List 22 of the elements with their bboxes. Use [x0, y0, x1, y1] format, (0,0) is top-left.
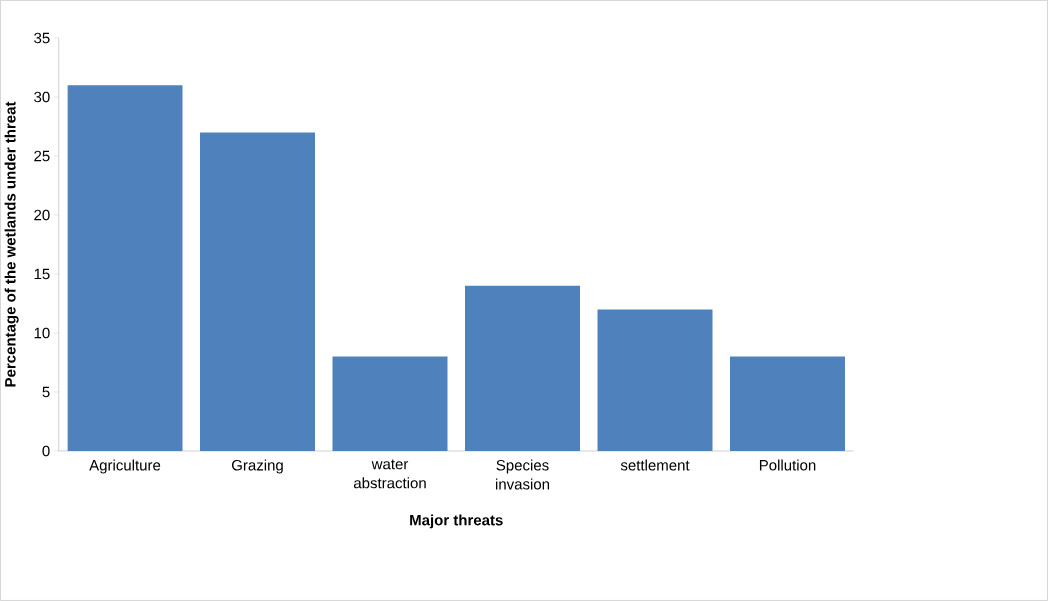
y-tick-label: 5 — [42, 386, 50, 398]
y-tick-label: 35 — [34, 32, 50, 44]
y-tick-label: 15 — [34, 268, 50, 280]
bar — [465, 285, 581, 451]
y-tick-label: 20 — [34, 209, 50, 221]
x-tick-label: Pollution — [759, 459, 816, 471]
x-tick-label: Agriculture — [89, 459, 161, 474]
y-tick-label: 30 — [34, 91, 50, 103]
y-tick-label: 25 — [34, 150, 50, 162]
bar — [200, 132, 316, 451]
bar — [332, 356, 448, 451]
x-tick-label: settlement — [620, 459, 690, 471]
x-axis-title: Major threats — [410, 514, 503, 529]
bar — [730, 356, 846, 451]
bar — [67, 85, 183, 451]
x-tick-label: Species invasion — [495, 459, 550, 490]
y-tick-label: 10 — [34, 327, 50, 339]
x-tick-label: water abstraction — [353, 459, 426, 489]
bar — [597, 309, 713, 451]
y-tick-label: 0 — [42, 445, 50, 457]
y-axis-title: Percentage of the wetlands under threat — [4, 101, 19, 387]
x-tick-label: Grazing — [232, 459, 283, 474]
